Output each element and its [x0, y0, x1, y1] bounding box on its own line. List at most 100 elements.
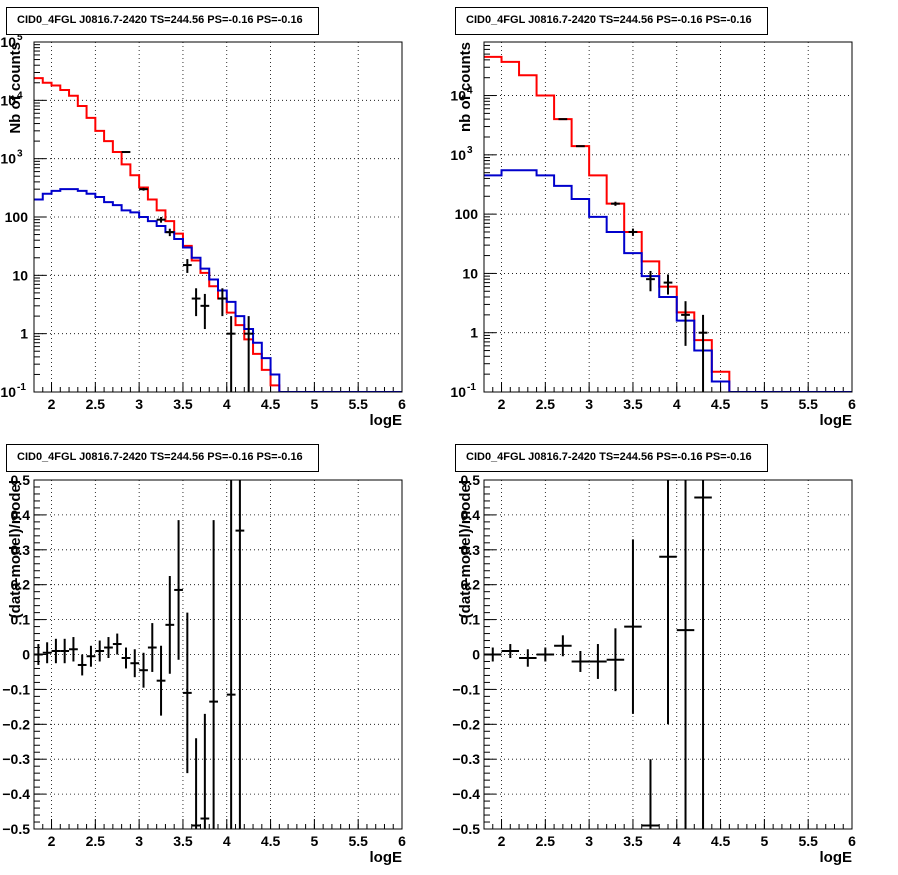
y-tick-label: 0.2 — [461, 577, 481, 593]
y-tick-exponent: 4 — [17, 90, 23, 101]
series-source-step — [484, 169, 852, 392]
y-tick-label: 0.5 — [461, 472, 481, 488]
x-tick-label: 6 — [848, 396, 856, 412]
x-tick-label: 2 — [48, 396, 56, 412]
x-tick-label: 5.5 — [798, 396, 818, 412]
y-tick-label: 0.2 — [11, 577, 31, 593]
y-tick-label: −0.1 — [2, 681, 30, 697]
y-tick-label: −0.4 — [2, 786, 30, 802]
plot-frame — [483, 479, 853, 830]
x-tick-label: 3 — [135, 833, 143, 849]
x-tick-label: 2.5 — [86, 833, 106, 849]
y-axis-label: Nb of counts — [7, 42, 24, 134]
x-tick-label: 3 — [585, 396, 593, 412]
y-tick-label: 0.3 — [461, 542, 481, 558]
y-tick-exponent: -1 — [17, 382, 26, 393]
y-tick-label: 0 — [472, 647, 480, 663]
x-tick-label: 3.5 — [173, 833, 193, 849]
plot-area — [484, 55, 852, 392]
y-tick-label: 100 — [455, 206, 479, 222]
x-tick-label: 4.5 — [261, 396, 281, 412]
x-tick-label: 5 — [760, 396, 768, 412]
x-axis-label: logE — [820, 412, 853, 429]
panel-title-top-right: CID0_4FGL J0816.7-2420 TS=244.56 PS=-0.1… — [455, 7, 768, 35]
x-axis-label: logE — [820, 849, 853, 866]
y-tick-label: 0.5 — [11, 472, 31, 488]
series-total-step — [34, 77, 402, 392]
x-tick-label: 3.5 — [623, 833, 643, 849]
y-axis-label: (data-model)/model — [457, 480, 474, 618]
x-tick-label: 4 — [223, 833, 231, 849]
plot-area — [34, 77, 402, 392]
panel-1 — [483, 41, 853, 393]
plot-frame — [33, 479, 403, 830]
plot-area — [34, 480, 245, 829]
x-tick-label: 5.5 — [348, 833, 368, 849]
y-tick-label: −0.3 — [2, 751, 30, 767]
x-tick-label: 2.5 — [86, 396, 106, 412]
y-tick-exponent: -1 — [467, 382, 476, 393]
y-tick-label: 1 — [20, 326, 28, 342]
panel-title-bottom-left: CID0_4FGL J0816.7-2420 TS=244.56 PS=-0.1… — [6, 444, 319, 472]
y-tick-label: −0.5 — [2, 821, 30, 837]
x-tick-label: 2 — [498, 396, 506, 412]
y-tick-label: 10 — [0, 151, 16, 167]
y-tick-label: 10 — [450, 384, 466, 400]
plot-frame — [483, 41, 853, 393]
x-tick-label: 2 — [48, 833, 56, 849]
x-tick-label: 5.5 — [348, 396, 368, 412]
y-tick-label: −0.2 — [452, 716, 480, 732]
y-tick-label: 0.4 — [11, 507, 31, 523]
y-tick-label: 10 — [0, 92, 16, 108]
y-tick-label: 10 — [0, 384, 16, 400]
y-tick-label: 1 — [470, 325, 478, 341]
x-tick-label: 6 — [848, 833, 856, 849]
y-tick-exponent: 5 — [17, 32, 23, 43]
y-tick-label: 0.1 — [11, 612, 31, 628]
y-tick-label: 10 — [0, 34, 16, 50]
x-tick-label: 2.5 — [536, 833, 556, 849]
y-tick-label: 0.4 — [461, 507, 481, 523]
x-tick-label: 3.5 — [623, 396, 643, 412]
y-tick-label: 100 — [5, 209, 29, 225]
series-source-step — [34, 188, 402, 392]
x-tick-label: 5 — [310, 396, 318, 412]
y-tick-label: −0.5 — [452, 821, 480, 837]
panel-2 — [33, 479, 403, 830]
plot-frame — [33, 41, 403, 393]
x-tick-label: 3 — [135, 396, 143, 412]
y-tick-label: 10 — [450, 147, 466, 163]
y-tick-label: 0.1 — [461, 612, 481, 628]
series-total-step — [484, 55, 852, 392]
x-tick-label: 4 — [673, 833, 681, 849]
x-tick-label: 2.5 — [536, 396, 556, 412]
x-tick-label: 5 — [760, 833, 768, 849]
x-tick-label: 4.5 — [261, 833, 281, 849]
y-tick-label: 0 — [22, 647, 30, 663]
x-tick-label: 6 — [398, 833, 406, 849]
x-tick-label: 5 — [310, 833, 318, 849]
panel-0 — [33, 41, 403, 393]
y-axis-label: nb of counts — [457, 42, 474, 132]
y-tick-label: 0.3 — [11, 542, 31, 558]
y-tick-label: 10 — [12, 267, 28, 283]
x-tick-label: 3 — [585, 833, 593, 849]
plot-area — [484, 480, 712, 829]
y-tick-exponent: 3 — [467, 145, 473, 156]
y-tick-exponent: 4 — [467, 86, 473, 97]
y-tick-label: −0.3 — [452, 751, 480, 767]
x-tick-label: 5.5 — [798, 833, 818, 849]
x-tick-label: 4.5 — [711, 396, 731, 412]
y-tick-exponent: 3 — [17, 149, 23, 160]
x-tick-label: 4 — [223, 396, 231, 412]
y-tick-label: −0.4 — [452, 786, 480, 802]
x-axis-label: logE — [370, 412, 403, 429]
x-tick-label: 4 — [673, 396, 681, 412]
panel-title-bottom-right: CID0_4FGL J0816.7-2420 TS=244.56 PS=-0.1… — [455, 444, 768, 472]
x-tick-label: 6 — [398, 396, 406, 412]
y-tick-label: 10 — [450, 88, 466, 104]
y-tick-label: −0.2 — [2, 716, 30, 732]
x-tick-label: 4.5 — [711, 833, 731, 849]
panel-3 — [483, 479, 853, 830]
